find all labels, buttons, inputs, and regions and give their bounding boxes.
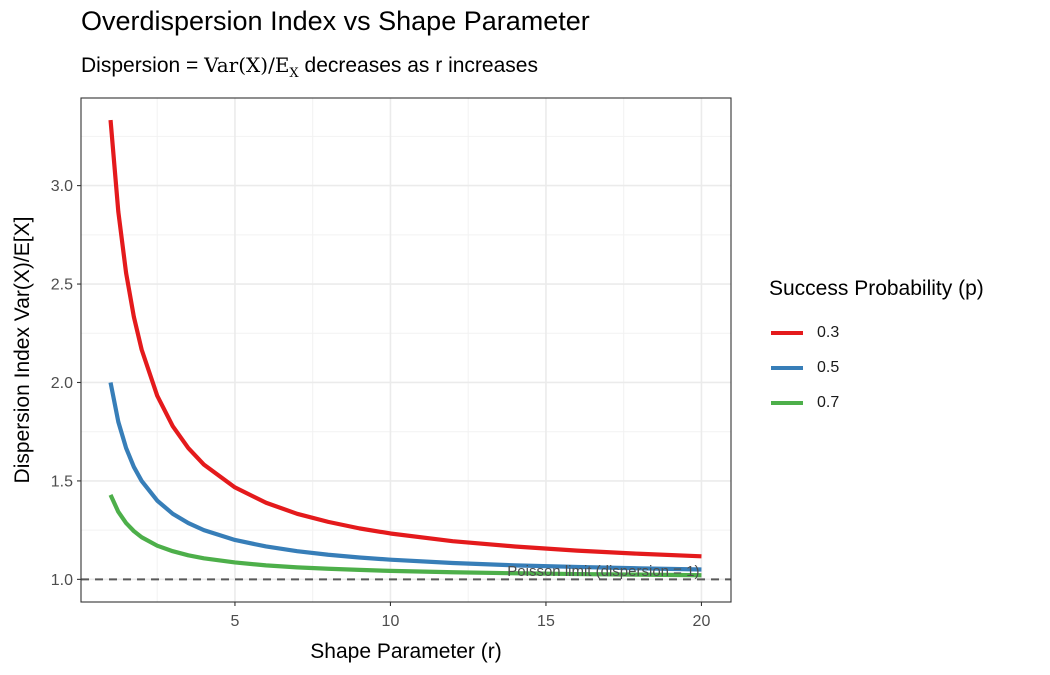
x-tick-label-10: 10 [382, 613, 400, 630]
legend-label-0-5: 0.5 [817, 359, 840, 376]
series-line-0-5 [108, 382, 702, 572]
x-tick-labels: 5 10 15 20 [230, 613, 710, 630]
x-tick-label-5: 5 [230, 613, 239, 630]
legend-label-0-7: 0.7 [817, 394, 840, 411]
legend-key-0-3 [771, 331, 803, 335]
series-layer [108, 119, 702, 578]
axis-ticks [77, 185, 703, 606]
subtitle-suffix: decreases as r increases [298, 54, 538, 77]
legend-item-0-5: 0.5 [769, 358, 839, 378]
grid-minor [81, 98, 731, 602]
y-tick-label-2: 2.0 [51, 375, 73, 392]
y-tick-labels: 1.0 1.5 2.0 2.5 3.0 [51, 178, 73, 589]
reference-layer: Poisson limit (dispersion = 1) [81, 563, 731, 581]
x-tick-label-20: 20 [693, 613, 711, 630]
x-tick-label-15: 15 [537, 613, 555, 630]
reference-line-label: Poisson limit (dispersion = 1) [507, 563, 699, 580]
chart-subtitle: Dispersion = Var(X)/EX decreases as r in… [81, 53, 538, 81]
legend-key-0-7 [771, 401, 803, 405]
chart-title: Overdispersion Index vs Shape Parameter [81, 6, 590, 36]
subtitle-formula-sub: X [289, 66, 299, 81]
y-tick-label-3: 3.0 [51, 178, 73, 195]
y-tick-label-1-5: 1.5 [51, 473, 73, 490]
legend-label-0-3: 0.3 [817, 324, 840, 341]
series-line-0-7 [108, 494, 702, 578]
y-tick-label-2-5: 2.5 [51, 277, 73, 294]
grid-major [81, 98, 731, 602]
subtitle-formula: Var(X)/EX [204, 53, 299, 81]
subtitle-formula-main: Var(X)/E [204, 53, 290, 77]
legend-title: Success Probability (p) [769, 277, 984, 300]
panel-border [80, 97, 732, 603]
legend: Success Probability (p) 0.3 0.5 0.7 [769, 277, 984, 411]
legend-item-0-7: 0.7 [769, 393, 839, 413]
y-tick-label-1: 1.0 [51, 572, 73, 589]
subtitle-prefix: Dispersion = [81, 54, 205, 77]
legend-item-0-3: 0.3 [769, 323, 839, 343]
series-line-0-3 [108, 119, 702, 559]
x-axis-title: Shape Parameter (r) [310, 640, 501, 663]
y-axis-title: Dispersion Index Var(X)/E[X] [11, 217, 34, 484]
legend-key-0-5 [771, 366, 803, 370]
